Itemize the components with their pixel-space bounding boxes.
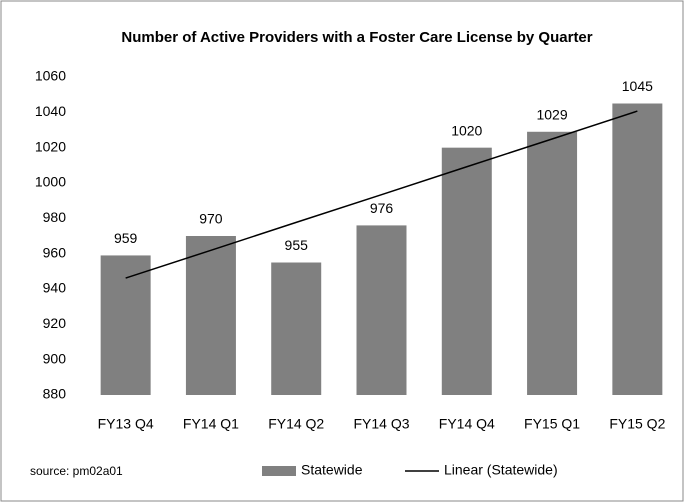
data-label: 1020 (451, 122, 482, 138)
y-tick-label: 920 (43, 315, 67, 331)
bar (185, 236, 236, 395)
x-tick-label: FY15 Q2 (609, 416, 665, 432)
data-label: 1045 (622, 78, 653, 94)
data-label: 1029 (536, 106, 567, 122)
legend-label: Linear (Statewide) (444, 462, 558, 478)
data-label: 955 (285, 237, 309, 253)
y-tick-label: 880 (43, 386, 67, 402)
bar (527, 131, 578, 395)
data-label: 970 (199, 211, 223, 227)
bar (100, 255, 151, 395)
x-tick-label: FY14 Q2 (268, 416, 324, 432)
bar (441, 147, 492, 395)
y-tick-label: 1040 (35, 103, 66, 119)
bar (612, 103, 663, 395)
y-tick-label: 900 (43, 350, 67, 366)
x-tick-label: FY14 Q3 (353, 416, 409, 432)
bar (356, 225, 407, 395)
y-tick-label: 1000 (35, 174, 66, 190)
x-tick-label: FY14 Q4 (439, 416, 495, 432)
y-tick-label: 980 (43, 209, 67, 225)
source-note: source: pm02a01 (30, 464, 123, 478)
x-tick-label: FY14 Q1 (183, 416, 239, 432)
y-tick-label: 1020 (35, 138, 66, 154)
y-tick-label: 1060 (35, 68, 66, 84)
x-tick-label: FY15 Q1 (524, 416, 580, 432)
chart-title: Number of Active Providers with a Foster… (121, 29, 592, 46)
legend-label: Statewide (301, 462, 363, 478)
y-tick-label: 940 (43, 280, 67, 296)
data-label: 976 (370, 200, 394, 216)
trend-line (125, 110, 638, 279)
legend-swatch (262, 466, 296, 476)
data-label: 959 (114, 230, 138, 246)
x-tick-label: FY13 Q4 (98, 416, 154, 432)
y-tick-label: 960 (43, 244, 67, 260)
bar (271, 262, 322, 395)
